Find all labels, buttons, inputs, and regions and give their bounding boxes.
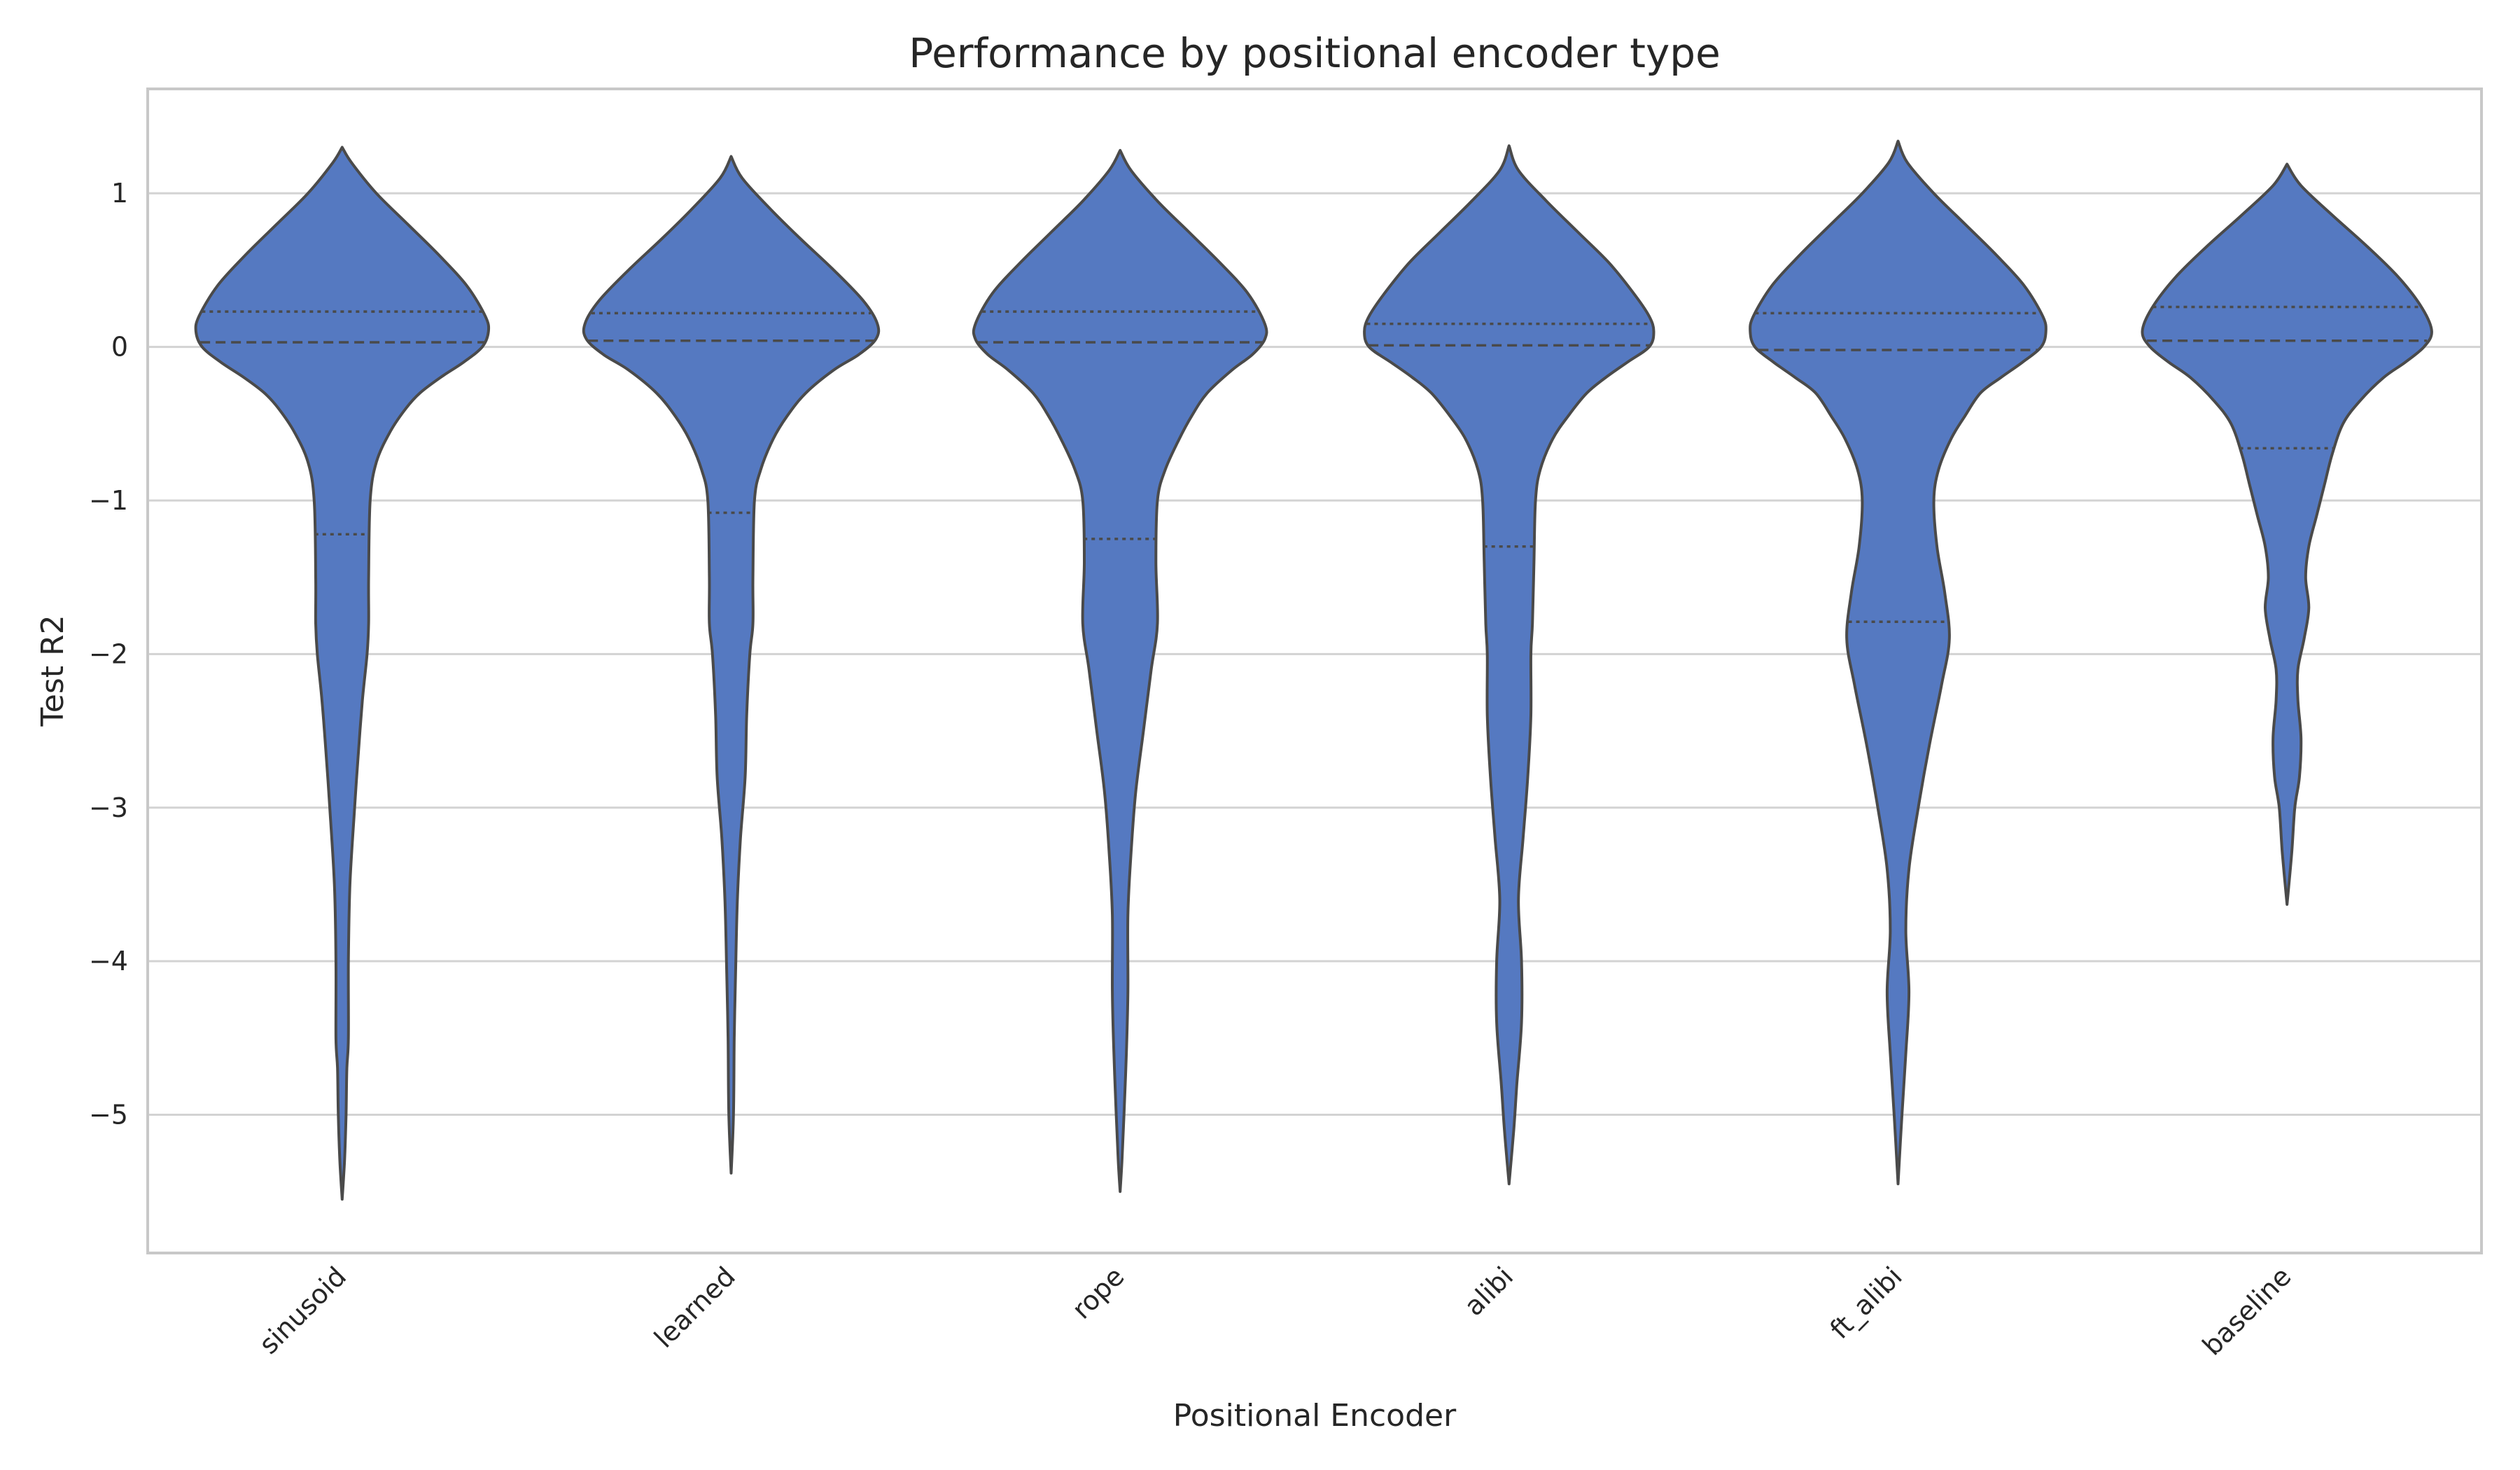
y-tick-label: −1 [89, 485, 128, 516]
violin-sinusoid [194, 146, 491, 1201]
x-axis-title: Positional Encoder [1173, 1398, 1457, 1434]
y-tick-label: 1 [111, 178, 128, 209]
y-axis-title: Test R2 [35, 615, 71, 727]
plot-frame [146, 88, 2483, 1254]
violin-baseline [2141, 162, 2433, 906]
y-tick-label: −3 [89, 792, 128, 823]
y-tick-label: 0 [111, 332, 128, 363]
y-tick-label: −2 [89, 638, 128, 669]
violin-ft_alibi [1749, 139, 2047, 1186]
violins [194, 139, 2433, 1201]
chart-title: Performance by positional encoder type [909, 29, 1721, 77]
y-tick-labels: 1 0 −1 −2 −3 −4 −5 [89, 178, 128, 1130]
y-tick-label: −4 [89, 946, 128, 976]
y-tick-label: −5 [89, 1100, 128, 1130]
violin-rope [972, 148, 1268, 1194]
y-gridlines [148, 192, 2482, 1116]
violin-alibi [1363, 144, 1656, 1186]
violin-learned [582, 155, 881, 1175]
